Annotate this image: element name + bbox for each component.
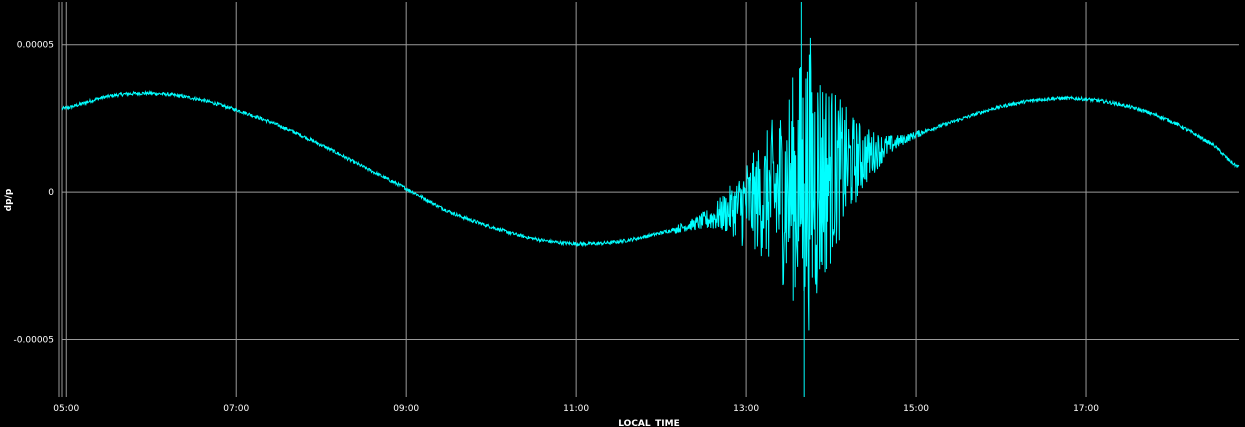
y-axis-label: dp/p (4, 188, 14, 211)
x-tick-label: 11:00 (563, 404, 589, 414)
tick-labels: 05:00 07:00 09:00 11:00 13:00 15:00 17:00 0.000… (14, 41, 1100, 414)
x-axis-label: LOCAL_TIME (618, 419, 679, 427)
series-line (61, 37, 1240, 331)
series-layer (61, 2, 1240, 397)
x-tick-label: 05:00 (53, 404, 79, 414)
x-tick-label: 15:00 (903, 404, 929, 414)
x-tick-label: 09:00 (393, 404, 419, 414)
y-tick-label: -0.00005 (14, 336, 54, 346)
y-tick-label: 0.00005 (17, 41, 54, 51)
grid (58, 2, 1239, 397)
x-tick-label: 13:00 (733, 404, 759, 414)
x-tick-label: 17:00 (1073, 404, 1099, 414)
x-tick-label: 07:00 (223, 404, 249, 414)
y-tick-label: 0 (48, 188, 54, 198)
